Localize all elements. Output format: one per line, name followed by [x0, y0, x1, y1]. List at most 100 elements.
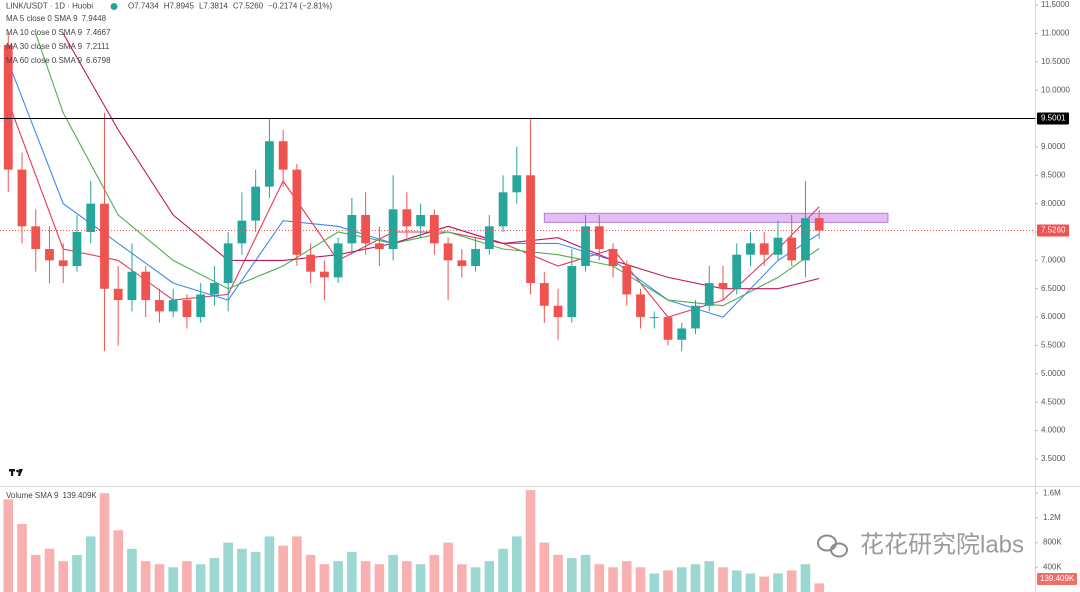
volume-bar: [374, 564, 385, 592]
y-tick-label: 6.5000: [1041, 284, 1066, 293]
candle-body: [636, 294, 645, 318]
y-tick-label: 6.0000: [1041, 312, 1066, 321]
ohlc-readout: O7.7434 H7.8945 L7.3814 C7.5260 −0.2174 (−2.…: [128, 2, 333, 11]
volume-bar: [250, 551, 261, 592]
candle-body: [155, 300, 164, 312]
candle-body: [58, 260, 68, 267]
volume-bar: [512, 536, 522, 592]
candle-body: [210, 283, 219, 295]
candle-body: [691, 305, 700, 329]
watermark-icon: [817, 534, 848, 558]
legend-name: MA 60 close 0 SMA 9: [6, 56, 83, 65]
candle-body: [787, 237, 797, 261]
tv-logo: [9, 469, 23, 476]
y-tick-label: 8.5000: [1041, 170, 1066, 179]
candle-body: [526, 175, 535, 284]
candle-body: [251, 186, 261, 221]
volume-bar: [319, 564, 330, 592]
volume-bar: [347, 551, 357, 592]
volume-bar: [113, 530, 124, 592]
volume-bar: [484, 561, 495, 592]
volume-bar: [360, 561, 371, 592]
volume-bar: [553, 554, 563, 592]
legend-name: MA 5 close 0 SMA 9: [6, 14, 78, 23]
volume-bar: [333, 561, 343, 592]
last-price-tag-label: 7.5260: [1041, 226, 1066, 235]
volume-bar: [566, 558, 577, 592]
candle-body: [402, 209, 412, 227]
volume-bar: [264, 536, 275, 592]
volume-bar: [635, 567, 646, 592]
volume-legend-value: 139.409K: [62, 491, 97, 500]
volume-bar: [223, 542, 233, 592]
zone: [543, 212, 889, 223]
y-tick-label: 5.5000: [1041, 341, 1066, 350]
candle-body: [100, 203, 109, 289]
volume-bar: [594, 564, 605, 592]
volume-bar: [539, 542, 550, 592]
hline-tag-label: 9.5001: [1041, 114, 1066, 123]
candle-body: [319, 271, 329, 278]
candle-body: [168, 300, 178, 312]
volume-bar: [195, 564, 206, 592]
volume-tick-label: 400K: [1043, 562, 1062, 571]
candle-body: [732, 254, 742, 289]
candle-body: [223, 243, 233, 284]
volume-bar: [773, 573, 783, 592]
y-tick-label: 4.0000: [1041, 426, 1066, 435]
volume-tick-label: 1.6M: [1043, 488, 1061, 497]
candle-body: [622, 266, 632, 295]
y-tick-label: 11.0000: [1041, 29, 1070, 38]
candle-body: [45, 249, 54, 261]
volume-bar: [388, 554, 398, 592]
candle-body: [113, 288, 123, 301]
candle-body: [484, 226, 494, 250]
volume-bar: [58, 561, 69, 592]
volume-bar: [237, 548, 247, 592]
candle-body: [471, 249, 480, 267]
candle-body: [292, 169, 302, 255]
candle-body: [127, 271, 137, 301]
candle-body: [759, 243, 769, 255]
candle-body: [3, 44, 13, 170]
volume-bar: [525, 490, 536, 592]
candle-body: [31, 226, 41, 250]
volume-bar: [140, 561, 151, 592]
volume-bar: [800, 564, 811, 592]
volume-bar: [457, 564, 467, 592]
ohlc-value: O7.7434: [128, 2, 159, 11]
candle-body: [141, 271, 151, 301]
volume-bar: [608, 567, 618, 592]
volume-bar: [17, 524, 27, 592]
volume-bar: [786, 570, 797, 592]
ohlc-value: C7.5260: [233, 2, 264, 11]
candle-body: [718, 283, 728, 289]
volume-tag: [1037, 573, 1077, 585]
candle-body: [553, 305, 563, 318]
volume-bar: [168, 567, 178, 592]
candle-body: [416, 214, 425, 227]
candle-body: [649, 317, 659, 319]
candle-body: [746, 243, 755, 255]
candle-body: [457, 260, 467, 267]
y-tick-label: 10.0000: [1041, 85, 1070, 94]
volume-bar: [649, 573, 660, 592]
candle-body: [306, 254, 316, 272]
last-price-tag: [1037, 224, 1069, 237]
y-tick-label: 5.0000: [1041, 369, 1066, 378]
volume-bar: [182, 561, 192, 592]
volume-bar: [443, 542, 453, 592]
candle-body: [182, 300, 192, 318]
legend-name: MA 10 close 0 SMA 9: [6, 28, 83, 37]
volume-bar: [731, 570, 742, 592]
volume-bar: [85, 536, 96, 592]
volume-bar: [718, 567, 728, 592]
candle-body: [196, 294, 206, 318]
legend-value: 7.9448: [82, 14, 107, 23]
legend-value: 6.6798: [86, 56, 111, 65]
volume-tick-label: 1.2M: [1043, 513, 1061, 522]
y-tick-label: 8.0000: [1041, 199, 1066, 208]
volume-tag-label: 139.409K: [1040, 574, 1075, 583]
volume-bar: [415, 564, 426, 592]
